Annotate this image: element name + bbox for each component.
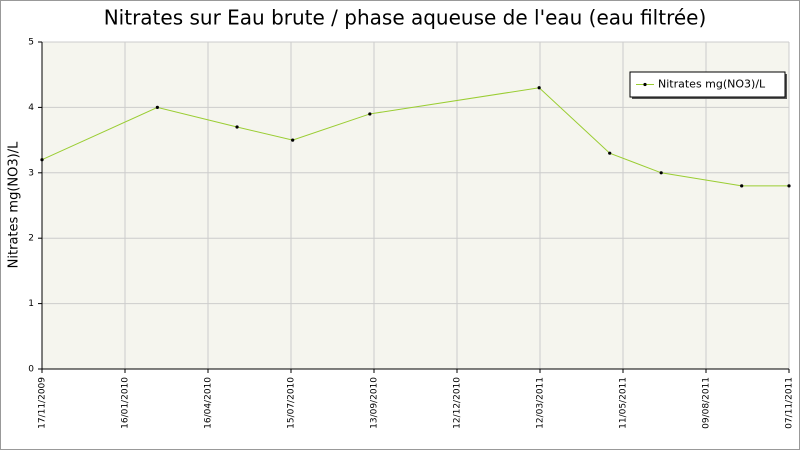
y-tick-label: 0 [28, 365, 34, 375]
y-tick-label: 1 [28, 299, 34, 309]
data-point [659, 171, 663, 175]
x-tick-label: 16/04/2010 [204, 377, 214, 429]
data-point [40, 158, 44, 162]
x-tick-label: 16/01/2010 [121, 377, 131, 429]
data-point [291, 138, 295, 142]
legend [629, 71, 786, 98]
legend-label: Nitrates mg(NO3)/L [658, 78, 766, 91]
x-tick-label: 11/05/2011 [619, 377, 629, 429]
data-point [537, 86, 541, 90]
y-axis-label: Nitrates mg(NO3)/L [7, 141, 22, 268]
x-tick-label: 07/11/2011 [785, 377, 795, 429]
x-tick-label: 12/03/2011 [536, 377, 546, 429]
data-point [608, 151, 612, 155]
y-tick-label: 2 [28, 234, 34, 244]
x-tick-label: 13/09/2010 [370, 377, 380, 429]
legend-marker [643, 82, 647, 87]
x-tick-label: 09/08/2011 [702, 377, 712, 429]
x-tick-label: 17/11/2009 [38, 377, 48, 429]
y-tick-label: 4 [28, 103, 34, 113]
data-point [787, 184, 791, 188]
chart-title: Nitrates sur Eau brute / phase aqueuse d… [104, 6, 707, 30]
x-tick-label: 15/07/2010 [287, 377, 297, 429]
x-tick-label: 12/12/2010 [453, 377, 463, 429]
y-tick-label: 3 [28, 168, 34, 178]
data-point [740, 184, 744, 188]
y-tick-label: 5 [28, 38, 34, 48]
data-point [368, 112, 372, 116]
data-line [41, 87, 789, 187]
data-point [155, 105, 159, 109]
data-point [235, 125, 239, 129]
